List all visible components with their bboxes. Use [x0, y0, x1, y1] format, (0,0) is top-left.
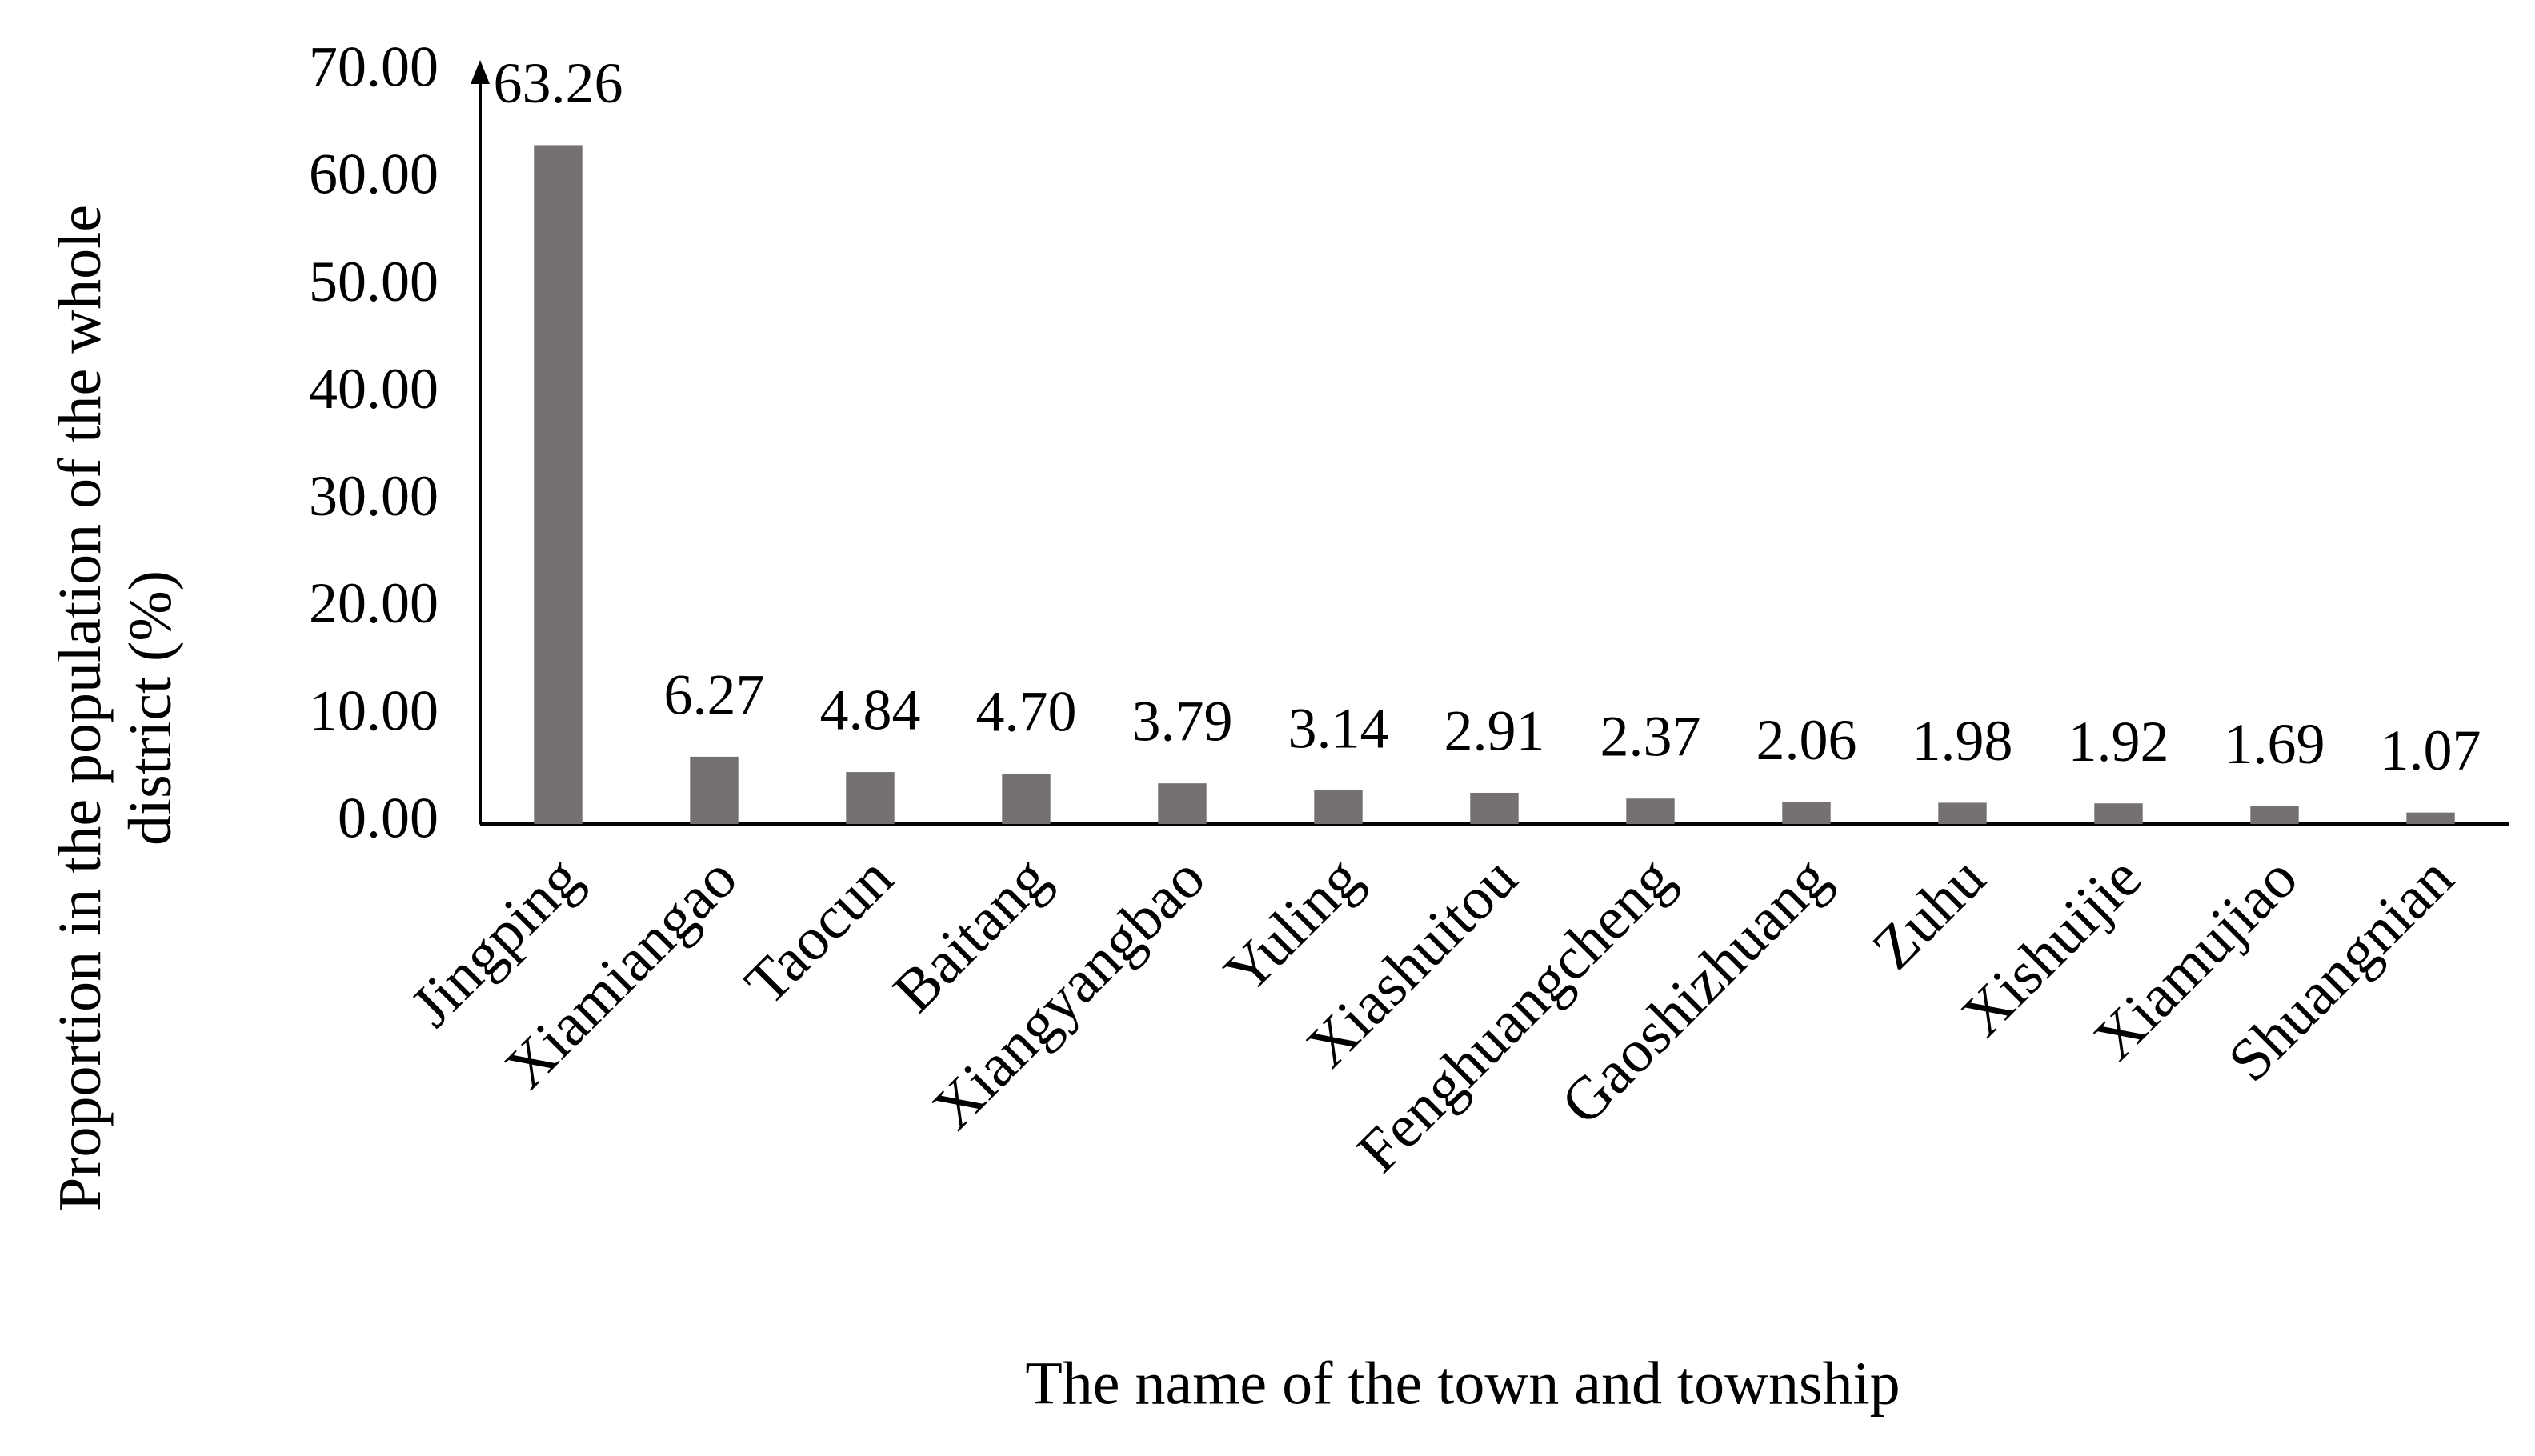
value-label: 1.69: [2225, 712, 2325, 776]
bar: [2094, 803, 2143, 824]
y-tick-label: 0.00: [338, 786, 439, 850]
bar: [1002, 773, 1051, 824]
bar: [1314, 790, 1363, 824]
x-tick-label: Zuhu: [1860, 844, 1998, 982]
value-label: 1.92: [2068, 710, 2169, 774]
y-axis-arrow: [471, 60, 490, 84]
x-tick-label: Xiangyangbao: [919, 844, 1218, 1142]
value-label: 6.27: [664, 662, 765, 726]
value-label: 4.70: [976, 679, 1077, 743]
value-label: 4.84: [820, 678, 921, 742]
bar: [1158, 783, 1207, 824]
bar: [1470, 792, 1519, 824]
bar: [846, 772, 895, 824]
value-label: 1.98: [1912, 709, 2013, 773]
value-label: 63.26: [494, 51, 623, 115]
bar: [1626, 798, 1675, 824]
y-tick-label: 60.00: [309, 142, 439, 206]
bar: [2406, 812, 2455, 824]
x-tick-label: Gaoshizhuang: [1548, 844, 1842, 1138]
bar: [1938, 802, 1987, 824]
x-axis-title: The name of the town and township: [1025, 1350, 1900, 1417]
value-label: 1.07: [2381, 718, 2481, 782]
y-tick-label: 20.00: [309, 571, 439, 635]
y-tick-label: 10.00: [309, 678, 439, 742]
bar: [690, 756, 739, 824]
value-label: 2.37: [1600, 705, 1701, 769]
bar: [534, 145, 583, 824]
bar: [2250, 806, 2299, 824]
value-label: 3.14: [1288, 696, 1389, 760]
y-axis-title: Proportion in the population of the whol…: [46, 204, 184, 1212]
x-tick-label: Taocun: [732, 844, 906, 1018]
bar: [1782, 802, 1831, 824]
y-tick-label: 40.00: [309, 357, 439, 421]
y-tick-label: 30.00: [309, 464, 439, 528]
value-label: 2.91: [1444, 698, 1545, 762]
y-tick-label: 50.00: [309, 250, 439, 314]
value-label: 3.79: [1132, 690, 1233, 754]
y-tick-label: 70.00: [309, 35, 439, 99]
value-label: 2.06: [1756, 708, 1857, 772]
